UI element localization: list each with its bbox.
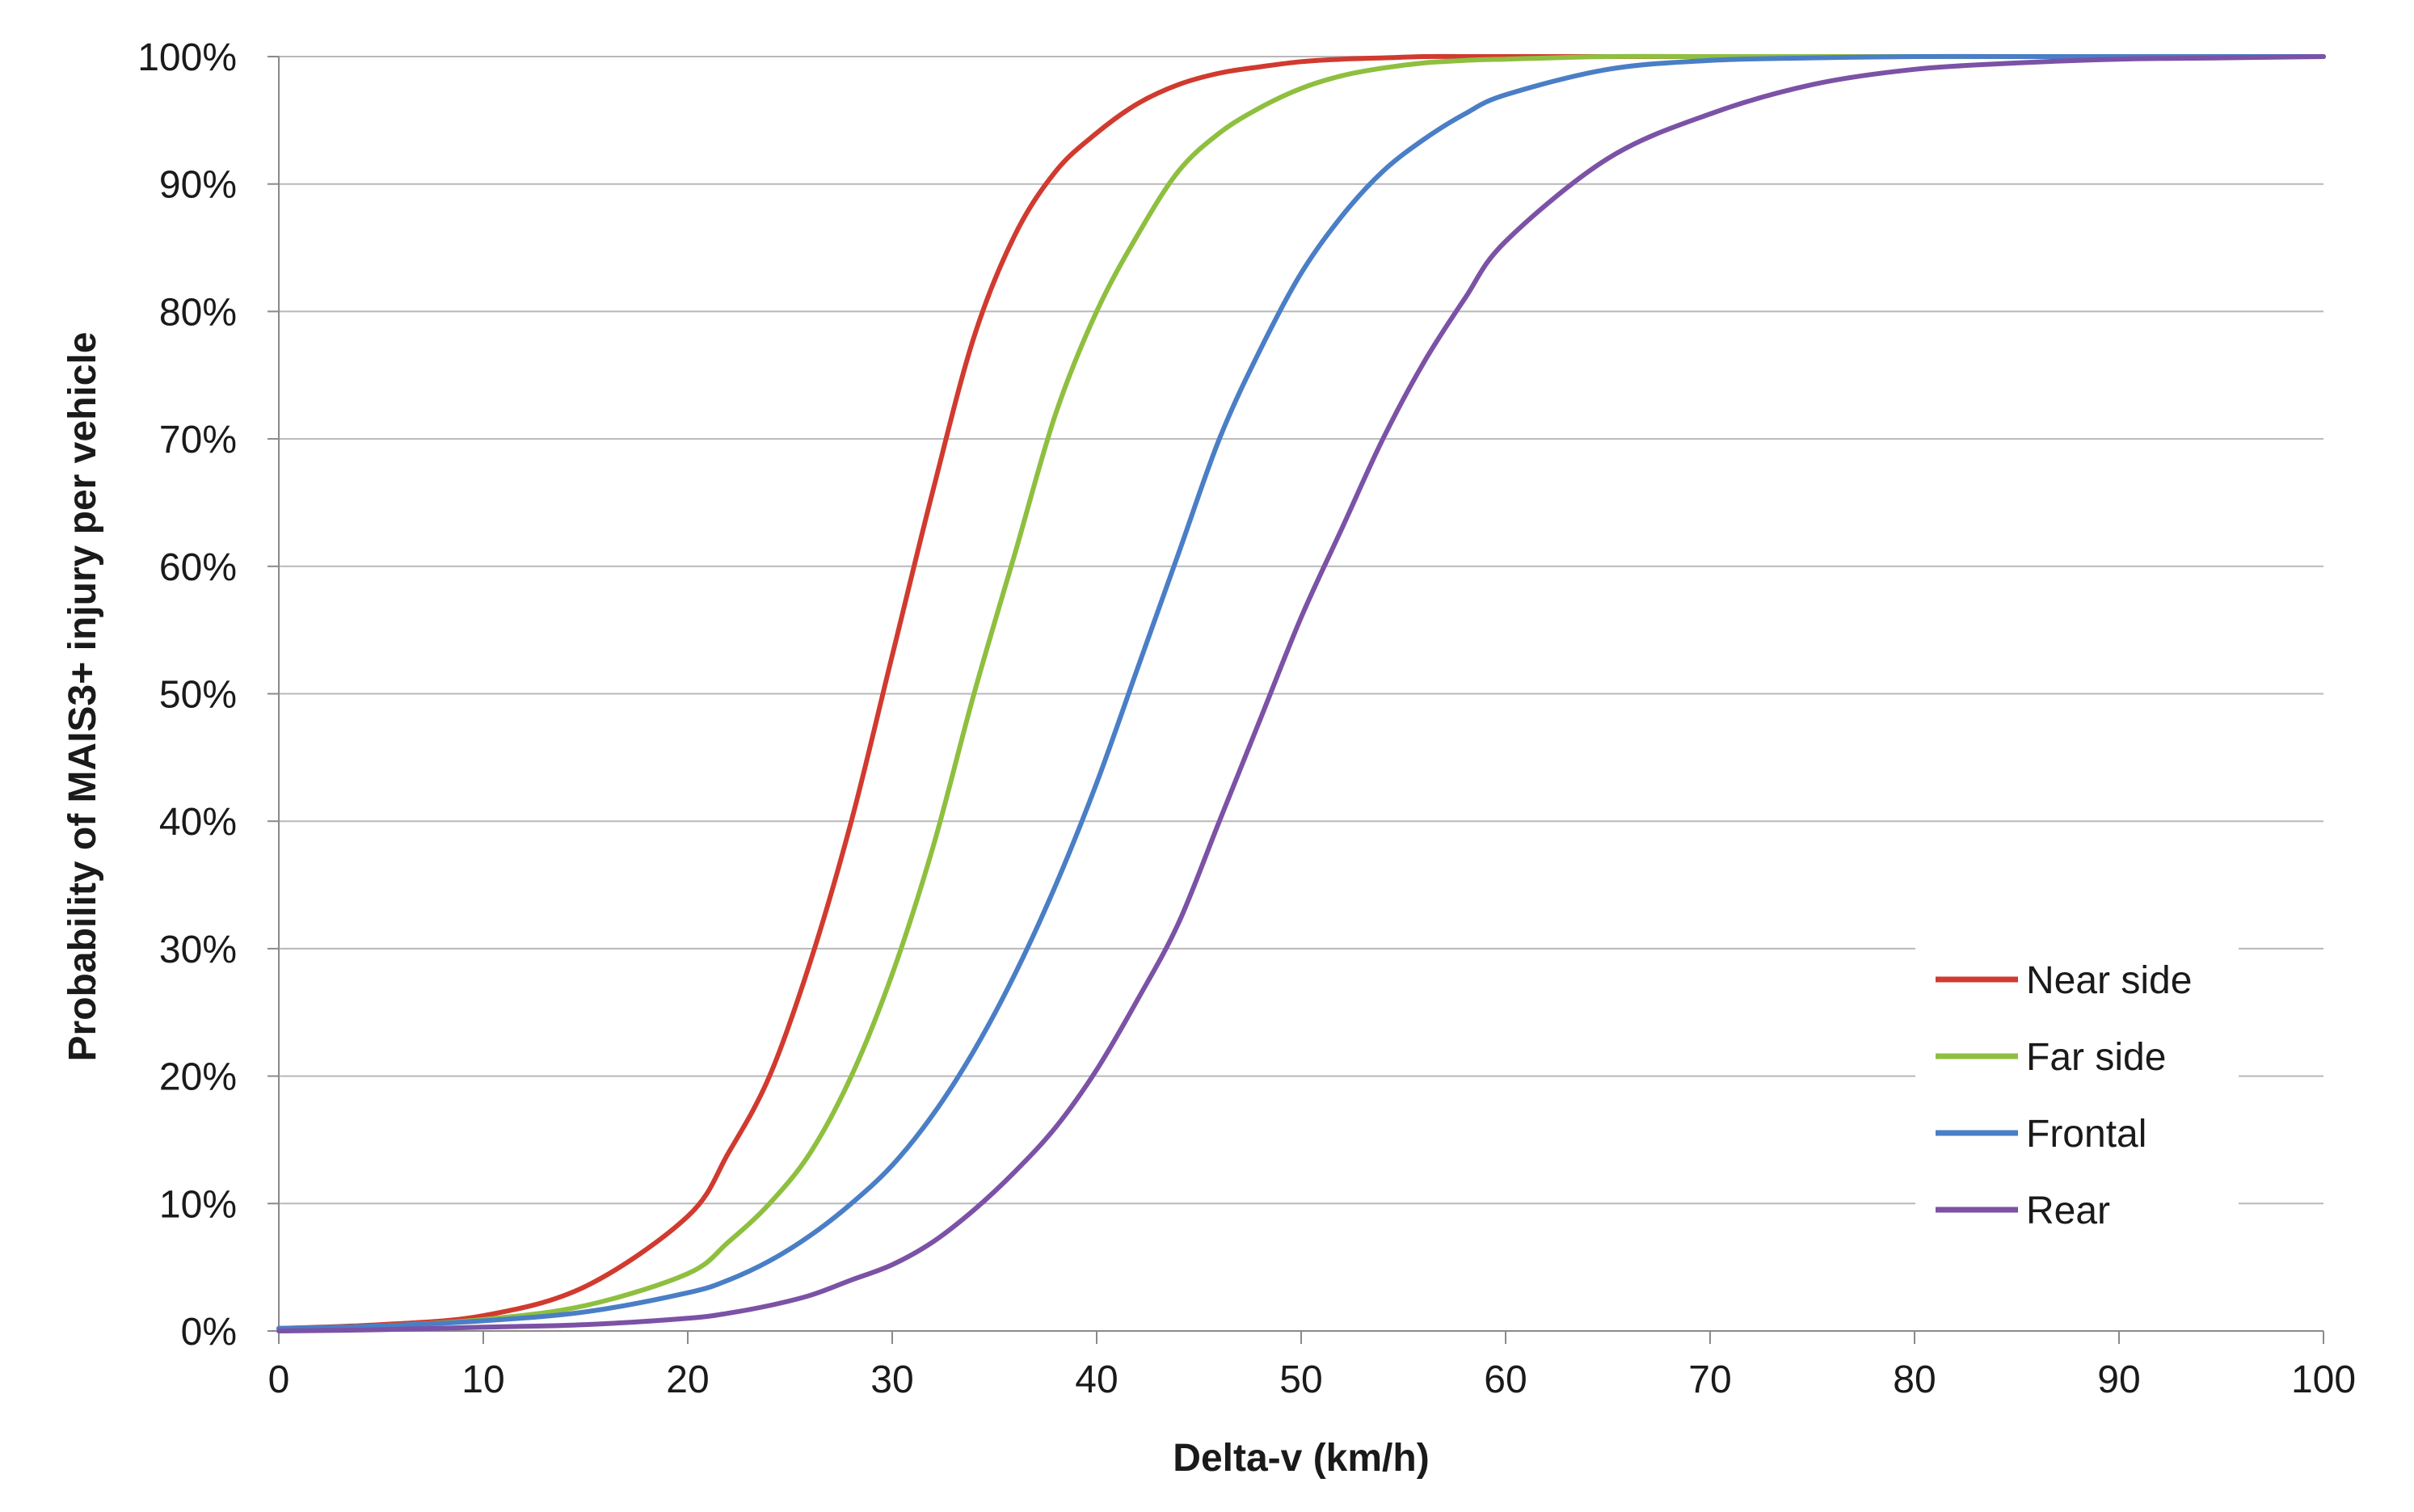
legend-box — [1915, 946, 2239, 1236]
legend-label-far-side: Far side — [2026, 1036, 2166, 1079]
y-tick-label: 0% — [181, 1311, 237, 1354]
y-tick-label: 100% — [137, 36, 237, 79]
series-lines — [276, 53, 2326, 1333]
x-tick-labels: 0 10 20 30 40 50 60 70 80 90 100 — [268, 1358, 2356, 1401]
x-tick-label: 40 — [1075, 1358, 1118, 1401]
legend-label-near-side: Near side — [2026, 959, 2192, 1002]
y-tick-label: 70% — [159, 419, 237, 461]
y-tick-label: 60% — [159, 546, 237, 589]
y-tick-label: 30% — [159, 929, 237, 971]
x-tick-label: 50 — [1279, 1358, 1322, 1401]
x-tick-label: 100 — [2291, 1358, 2356, 1401]
y-tick-label: 10% — [159, 1183, 237, 1226]
axes — [278, 57, 2324, 1344]
y-tick-labels: 0% 10% 20% 30% 40% 50% 60% 70% 80% 90% 100% — [137, 36, 237, 1354]
legend-label-frontal: Frontal — [2026, 1113, 2146, 1156]
x-tick-label: 90 — [2097, 1358, 2140, 1401]
y-axis-title: Probability of MAIS3+ injury per vehicle — [61, 332, 104, 1062]
x-tick-label: 20 — [666, 1358, 709, 1401]
x-tick-label: 60 — [1484, 1358, 1527, 1401]
x-tick-label: 30 — [870, 1358, 913, 1401]
series-line-rear — [276, 54, 2326, 1333]
series-line-frontal — [276, 53, 2326, 1331]
y-tick-label: 90% — [159, 164, 237, 207]
y-tick-label: 20% — [159, 1056, 237, 1099]
x-tick-label: 0 — [268, 1358, 290, 1401]
legend: Near side Far side Frontal Rear — [1915, 946, 2239, 1236]
y-tick-label: 40% — [159, 801, 237, 844]
legend-label-rear: Rear — [2026, 1190, 2110, 1232]
x-tick-label: 70 — [1688, 1358, 1731, 1401]
x-axis-title: Delta-v (km/h) — [1173, 1437, 1429, 1480]
y-tick-label: 50% — [159, 674, 237, 717]
gridlines — [268, 56, 2323, 1332]
x-tick-label: 10 — [461, 1358, 504, 1401]
y-tick-label: 80% — [159, 291, 237, 334]
x-tick-label: 80 — [1893, 1358, 1936, 1401]
